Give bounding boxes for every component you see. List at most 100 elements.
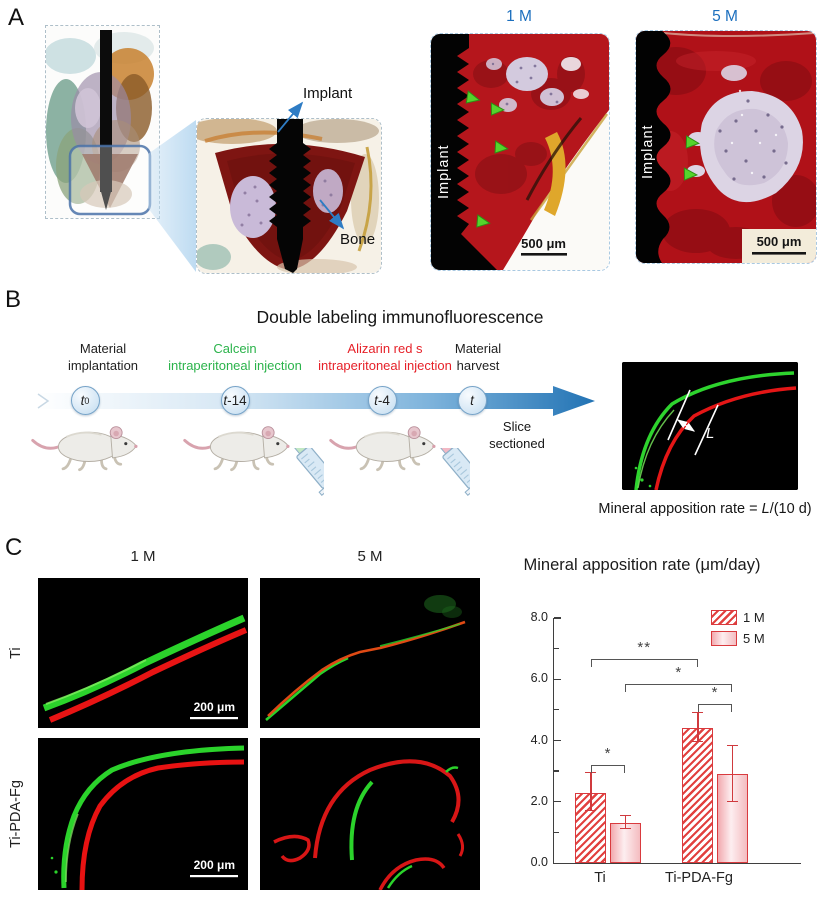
alizarin-band: [48, 627, 248, 723]
bone-annotation-label: Bone: [340, 231, 376, 248]
significance-bracket: **: [590, 639, 698, 668]
alizarin-band: [267, 620, 466, 717]
legend-swatch-1m: [711, 610, 737, 625]
legend-label-1m: 1 M: [743, 610, 765, 625]
x-category-label: Ti: [594, 870, 606, 886]
measurement-line-2: [694, 404, 719, 456]
implant-screw-silhouette: [269, 119, 311, 273]
mouse-illustration-1: [30, 416, 140, 474]
event-line: Material: [454, 341, 502, 356]
scale-bar-line: [190, 717, 238, 720]
y-major-tick: [554, 739, 561, 742]
calcein-band: [42, 614, 246, 712]
scale-bar-label: 200 μm: [194, 700, 235, 714]
scale-bar-line: [190, 875, 238, 878]
mineral-apposition-chart: Mineral apposition rate (μm/day) 1 M 5 M…: [492, 548, 818, 901]
legend-label-5m: 5 M: [743, 631, 765, 646]
scale-bar-label-1m: 500 μm: [521, 236, 566, 251]
significance-label: *: [675, 663, 683, 681]
legend-swatch-5m: [711, 631, 737, 646]
y-minor-tick: [554, 831, 559, 833]
implant-black-region: [431, 34, 497, 270]
measurement-double-arrow: [676, 419, 696, 432]
panel-c-col-1m: 1 M: [130, 548, 156, 565]
fluorescence-ti-pda-fg-5m: [260, 738, 480, 890]
micrograph-5m: Implant 500 μm: [635, 30, 817, 264]
syringe-alizarin-icon: [374, 448, 470, 544]
fluorescence-ti-pda-fg-1m-art: 200 μm: [38, 738, 248, 890]
bar-Ti-PDA-Fg-1 M: [682, 728, 714, 863]
significance-bracket: *: [590, 745, 626, 773]
panel-b-title: Double labeling immunofluorescence: [256, 307, 544, 327]
timeline-event-harvest: Material harvest: [393, 341, 563, 374]
distance-l-label: L: [706, 425, 714, 442]
micrograph-1m-art: Implant 500 μm: [431, 34, 609, 270]
error-bar-Ti-PDA-Fg-5 M: [726, 744, 738, 802]
y-tick-label: 8.0: [530, 610, 548, 624]
chart-plot: 1 M 5 M 0.0 2.0 4.0 6.0 8.0 Ti Ti-PDA-Fg * * ** *: [531, 610, 801, 886]
alizarin-band: [313, 759, 461, 859]
y-minor-tick: [554, 770, 559, 772]
zoom-connector-cone: [148, 120, 196, 272]
error-bar-Ti-PDA-Fg-1 M: [692, 712, 704, 743]
y-minor-tick: [554, 647, 559, 650]
panel-a-5m-header: 5 M: [712, 8, 738, 25]
panel-b-label: B: [5, 286, 22, 313]
histology-overview-image: [44, 25, 160, 219]
fluorescence-ti-pda-fg-5m-art: [260, 738, 480, 890]
scale-bar-box-5m: [742, 229, 816, 263]
double-label-fluorescence-image: L: [622, 362, 798, 490]
event-line: intraperitoneal injection: [318, 357, 452, 373]
timeline-event-alizarin: Alizarin red s intraperitoneal injection: [300, 341, 470, 374]
slice-note-line: sectioned: [489, 435, 545, 451]
scale-bar-label: 200 μm: [194, 858, 235, 872]
y-major-tick: [554, 801, 561, 803]
slice-sectioned-note: Slice sectioned: [467, 419, 567, 453]
implant-black-region: [636, 31, 671, 263]
syringe-calcein-icon: [228, 448, 324, 544]
histology-zoom-image: [196, 118, 382, 274]
micrograph-1m: Implant 500 μm: [430, 33, 610, 271]
calcein-green-band: [634, 371, 795, 490]
timeline-node-t: t: [457, 386, 487, 415]
panel-c-row-ti-pda-fg: Ti-PDA-Fg: [8, 780, 24, 848]
implant-silhouette: [100, 30, 112, 192]
y-tick-label: 2.0: [530, 793, 548, 808]
event-line: Calcein: [213, 341, 257, 356]
timeline-node-t-4: t -4: [367, 386, 397, 415]
y-tick-label: 4.0: [530, 732, 548, 747]
panel-c-row-ti: Ti: [8, 647, 24, 659]
timeline-event-implantation: Material implantation: [18, 341, 188, 374]
new-bone-arrowheads: [465, 90, 509, 228]
timeline-arrow-ribbon: [35, 386, 595, 416]
panel-a-label: A: [8, 4, 25, 31]
calcein-band: [265, 656, 349, 721]
chart-title: Mineral apposition rate (μm/day): [523, 556, 761, 574]
alizarin-band: [79, 759, 245, 890]
implant-side-label-1m: Implant: [436, 144, 452, 199]
fluorescence-ti-5m-art: [260, 578, 480, 728]
error-bar-Ti-5 M: [619, 815, 631, 830]
alizarin-red-band: [654, 386, 797, 490]
event-line: implantation: [67, 357, 139, 373]
significance-bracket: *: [625, 664, 733, 692]
new-bone-arrowheads: [683, 135, 700, 181]
event-line: harvest: [456, 357, 500, 373]
micrograph-5m-art: Implant 500 μm: [636, 31, 816, 263]
histology-zoom-art: [197, 119, 381, 273]
implant-side-label-5m: Implant: [640, 124, 656, 179]
significance-label: *: [711, 683, 719, 701]
fluorescence-ti-1m-art: 200 μm: [38, 578, 248, 728]
slice-note-line: Slice: [502, 419, 532, 434]
chart-legend: 1 M 5 M: [711, 607, 765, 649]
x-category-label: Ti-PDA-Fg: [665, 870, 733, 886]
error-bar-Ti-1 M: [585, 772, 597, 811]
panel-c-col-5m: 5 M: [357, 548, 383, 565]
significance-label: *: [604, 745, 612, 762]
panel-a-1m-header: 1 M: [506, 8, 532, 25]
implant-annotation-label: Implant: [303, 85, 353, 102]
event-line: Alizarin red s: [347, 341, 423, 356]
y-major-tick: [554, 678, 561, 680]
event-line: intraperitoneal injection: [168, 357, 302, 373]
